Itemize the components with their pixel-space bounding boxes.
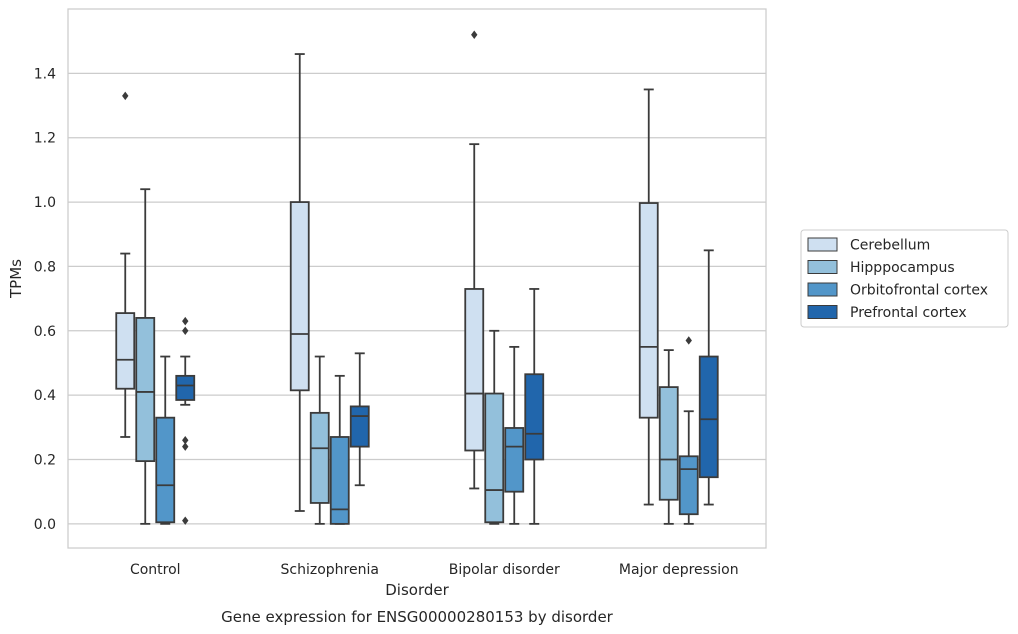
box-iqr — [135, 317, 156, 463]
outlier-point — [471, 30, 478, 39]
outlier-point — [182, 326, 189, 335]
box-series — [115, 30, 719, 525]
legend: Cerebellum Hipppocampus Orbitofrontal cort… — [800, 229, 1009, 328]
plot-frame — [67, 8, 767, 549]
box-iqr — [155, 416, 176, 524]
legend-swatch — [807, 237, 838, 252]
box-hipppocampus — [309, 355, 330, 525]
y-tick-labels: 0.0 0.2 0.4 0.6 0.8 1.0 1.2 1.4 — [34, 66, 56, 533]
box-iqr — [309, 411, 330, 504]
outlier-point — [182, 442, 189, 451]
box-iqr — [329, 436, 350, 525]
y-tick-label: 0.2 — [34, 453, 56, 469]
legend-label: Hipppocampus — [850, 260, 955, 276]
outlier-point — [182, 436, 189, 445]
box-iqr — [638, 202, 659, 419]
box-iqr — [484, 392, 505, 524]
box-iqr — [115, 312, 136, 390]
legend-label: Cerebellum — [850, 238, 930, 254]
y-tick-label: 0.8 — [34, 259, 56, 275]
box-cerebellum — [289, 53, 310, 512]
x-axis-title: Disorder — [385, 581, 449, 599]
legend-item: Prefrontal cortex — [807, 305, 967, 321]
box-iqr — [464, 288, 485, 452]
box-prefrontal-cortex — [349, 352, 370, 487]
box-prefrontal-cortex — [524, 288, 545, 525]
box-hipppocampus — [658, 349, 679, 525]
legend-label: Prefrontal cortex — [850, 305, 967, 321]
y-tick-label: 1.4 — [34, 66, 56, 82]
box-iqr — [289, 201, 310, 392]
box-cerebellum — [115, 91, 136, 438]
x-tick-labels: Control Schizophrenia Bipolar disorder Majo… — [130, 562, 739, 578]
legend-frame — [800, 229, 1009, 328]
y-tick-label: 1.2 — [34, 131, 56, 147]
box-prefrontal-cortex — [698, 249, 719, 506]
box-orbitofrontal-cortex — [329, 374, 350, 525]
y-tick-label: 0.6 — [34, 324, 56, 340]
outlier-point — [182, 516, 189, 525]
x-tick-label: Schizophrenia — [281, 562, 379, 578]
box-orbitofrontal-cortex — [678, 336, 699, 525]
legend-label: Orbitofrontal cortex — [850, 283, 988, 299]
box-hipppocampus — [135, 188, 156, 525]
x-tick-label: Major depression — [619, 562, 739, 578]
chart-caption: Gene expression for ENSG00000280153 by d… — [221, 608, 614, 626]
box-orbitofrontal-cortex — [504, 345, 525, 525]
legend-swatch — [807, 260, 838, 274]
box-prefrontal-cortex — [175, 316, 196, 525]
box-iqr — [504, 427, 525, 493]
outlier-point — [182, 316, 189, 326]
legend-swatch — [807, 305, 838, 319]
x-tick-label: Bipolar disorder — [449, 562, 560, 578]
box-orbitofrontal-cortex — [155, 355, 176, 525]
outlier-point — [685, 336, 692, 345]
box-iqr — [678, 455, 699, 516]
box-hipppocampus — [484, 329, 505, 525]
box-iqr — [658, 386, 679, 501]
y-tick-label: 1.0 — [34, 195, 56, 211]
legend-item: Orbitofrontal cortex — [807, 282, 988, 299]
y-tick-label: 0.4 — [34, 388, 56, 404]
box-iqr — [524, 373, 545, 461]
box-cerebellum — [464, 30, 485, 490]
y-tick-label: 0.0 — [34, 517, 56, 533]
legend-swatch — [807, 282, 838, 297]
x-tick-label: Control — [130, 562, 181, 578]
outlier-point — [122, 91, 129, 101]
legend-item: Hipppocampus — [807, 260, 955, 276]
legend-item: Cerebellum — [807, 237, 930, 254]
box-cerebellum — [638, 88, 659, 506]
box-iqr — [349, 405, 370, 448]
y-axis-title: TPMs — [7, 259, 25, 299]
box-iqr — [698, 355, 719, 479]
box-iqr — [175, 374, 196, 401]
